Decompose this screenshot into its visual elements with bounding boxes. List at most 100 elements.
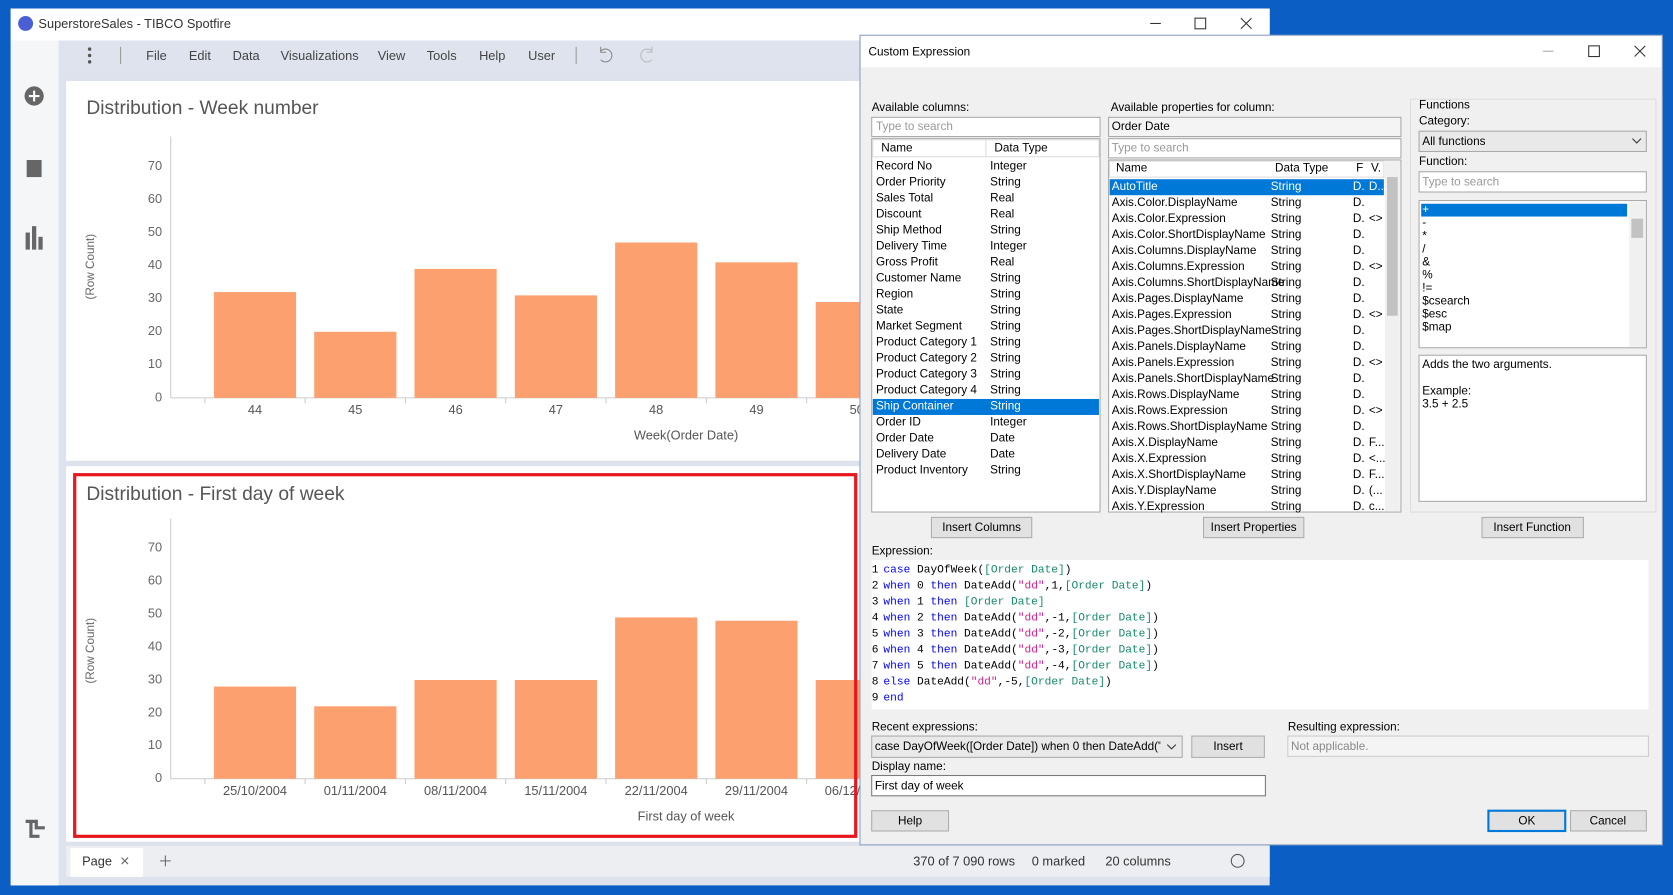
column-name[interactable]: Product Category 3 — [876, 368, 977, 381]
flag[interactable]: D. — [1353, 276, 1365, 289]
data-type[interactable]: String — [990, 336, 1021, 349]
value[interactable]: <> — [1369, 404, 1383, 417]
column-name[interactable]: Product Category 4 — [876, 384, 977, 397]
property-name[interactable]: Axis.Y.DisplayName — [1112, 484, 1217, 497]
bar[interactable] — [314, 706, 396, 778]
value[interactable]: F... — [1369, 468, 1385, 481]
menu-item[interactable]: Tools — [427, 48, 457, 63]
value[interactable]: <> — [1369, 260, 1383, 273]
bar[interactable] — [515, 295, 597, 398]
property-name[interactable]: Axis.Pages.DisplayName — [1112, 292, 1244, 305]
flag[interactable]: D. — [1353, 420, 1365, 433]
flag[interactable]: D. — [1353, 404, 1365, 417]
data-type[interactable]: String — [990, 224, 1021, 237]
flag[interactable]: D. — [1353, 500, 1365, 513]
data-type[interactable]: Date — [990, 432, 1015, 445]
column-name[interactable]: Discount — [876, 208, 922, 221]
more-dot[interactable] — [88, 47, 91, 50]
flag[interactable]: D. — [1353, 324, 1365, 337]
button-label[interactable]: Cancel — [1590, 814, 1626, 827]
menu-item[interactable]: User — [528, 48, 556, 63]
data-type[interactable]: String — [1271, 404, 1302, 417]
value[interactable]: <> — [1369, 308, 1383, 321]
column-name[interactable]: Product Category 1 — [876, 336, 977, 349]
function-item[interactable]: * — [1422, 229, 1427, 242]
data-type[interactable]: String — [1271, 324, 1302, 337]
page-tab-label[interactable]: Page — [82, 853, 112, 868]
data-type[interactable]: String — [990, 176, 1021, 189]
menu-item[interactable]: Visualizations — [281, 48, 359, 63]
function-item[interactable]: $csearch — [1422, 294, 1470, 307]
bar[interactable] — [314, 332, 396, 398]
property-name[interactable]: Axis.Panels.Expression — [1112, 356, 1234, 369]
button-label[interactable]: Insert Columns — [942, 521, 1021, 534]
property-name[interactable]: Axis.Rows.DisplayName — [1112, 388, 1240, 401]
column-name[interactable]: Ship Method — [876, 224, 942, 237]
value[interactable]: F... — [1369, 436, 1385, 449]
property-name[interactable]: Axis.Color.DisplayName — [1112, 196, 1238, 209]
data-icon[interactable] — [27, 160, 42, 177]
flag[interactable]: D. — [1353, 180, 1365, 193]
property-name[interactable]: Axis.Columns.DisplayName — [1112, 244, 1257, 257]
data-type[interactable]: String — [1271, 260, 1302, 273]
property-name[interactable]: Axis.Rows.ShortDisplayName — [1112, 420, 1268, 433]
column-name[interactable]: Delivery Time — [876, 240, 947, 253]
property-name[interactable]: Axis.Y.Expression — [1112, 500, 1205, 513]
data-type[interactable]: String — [1271, 468, 1302, 481]
flag[interactable]: D. — [1353, 484, 1365, 497]
column-name[interactable]: Order Priority — [876, 176, 946, 189]
flag[interactable]: D. — [1353, 436, 1365, 449]
column-name[interactable]: Delivery Date — [876, 448, 946, 461]
button-label[interactable]: Insert Properties — [1211, 521, 1297, 534]
flag[interactable]: D. — [1353, 196, 1365, 209]
data-type[interactable]: String — [1271, 196, 1302, 209]
property-name[interactable]: Axis.Panels.ShortDisplayName — [1112, 372, 1274, 385]
value[interactable]: <... — [1369, 452, 1386, 465]
flag[interactable]: D. — [1353, 340, 1365, 353]
value[interactable]: <> — [1369, 356, 1383, 369]
data-type[interactable]: String — [990, 400, 1021, 413]
function-item[interactable]: % — [1422, 268, 1432, 281]
data-type[interactable]: String — [990, 352, 1021, 365]
property-name[interactable]: Axis.Color.ShortDisplayName — [1112, 228, 1266, 241]
property-name[interactable]: Axis.Pages.ShortDisplayName — [1112, 324, 1272, 337]
data-type[interactable]: String — [1271, 276, 1302, 289]
property-name[interactable]: Axis.X.ShortDisplayName — [1112, 468, 1246, 481]
data-type[interactable]: Date — [990, 448, 1015, 461]
data-type[interactable]: Real — [990, 256, 1014, 269]
scroll-thumb[interactable] — [1631, 219, 1643, 238]
function-item[interactable]: $esc — [1422, 307, 1447, 320]
data-type[interactable]: String — [1271, 356, 1302, 369]
data-type[interactable]: Real — [990, 208, 1014, 221]
data-type[interactable]: String — [1271, 244, 1302, 257]
data-type[interactable]: String — [990, 288, 1021, 301]
data-type[interactable]: String — [1271, 292, 1302, 305]
value[interactable]: <> — [1369, 212, 1383, 225]
data-type[interactable]: Integer — [990, 240, 1027, 253]
menu-item[interactable]: Edit — [189, 48, 211, 63]
data-type[interactable]: Integer — [990, 416, 1027, 429]
flag[interactable]: D. — [1353, 260, 1365, 273]
menu-item[interactable]: Help — [479, 48, 505, 63]
bar[interactable] — [415, 680, 497, 779]
data-type[interactable]: String — [1271, 372, 1302, 385]
button-label[interactable]: Help — [898, 814, 923, 827]
column-name[interactable]: Order Date — [876, 432, 934, 445]
column-name[interactable]: Record No — [876, 160, 933, 173]
data-type[interactable]: String — [990, 320, 1021, 333]
data-type[interactable]: Integer — [990, 160, 1027, 173]
data-type[interactable]: String — [1271, 212, 1302, 225]
property-name[interactable]: Axis.Columns.ShortDisplayName — [1112, 276, 1285, 289]
column-name[interactable]: Product Inventory — [876, 464, 968, 477]
flag[interactable]: D. — [1353, 468, 1365, 481]
data-type[interactable]: String — [990, 272, 1021, 285]
data-type[interactable]: String — [1271, 228, 1302, 241]
bar[interactable] — [615, 617, 697, 778]
value[interactable]: (... — [1369, 484, 1383, 497]
function-item[interactable]: $map — [1422, 320, 1452, 333]
data-type[interactable]: String — [1271, 340, 1302, 353]
menu-item[interactable]: File — [146, 48, 167, 63]
property-name[interactable]: Axis.Columns.Expression — [1112, 260, 1245, 273]
column-name[interactable]: State — [876, 304, 903, 317]
bar[interactable] — [214, 687, 296, 779]
